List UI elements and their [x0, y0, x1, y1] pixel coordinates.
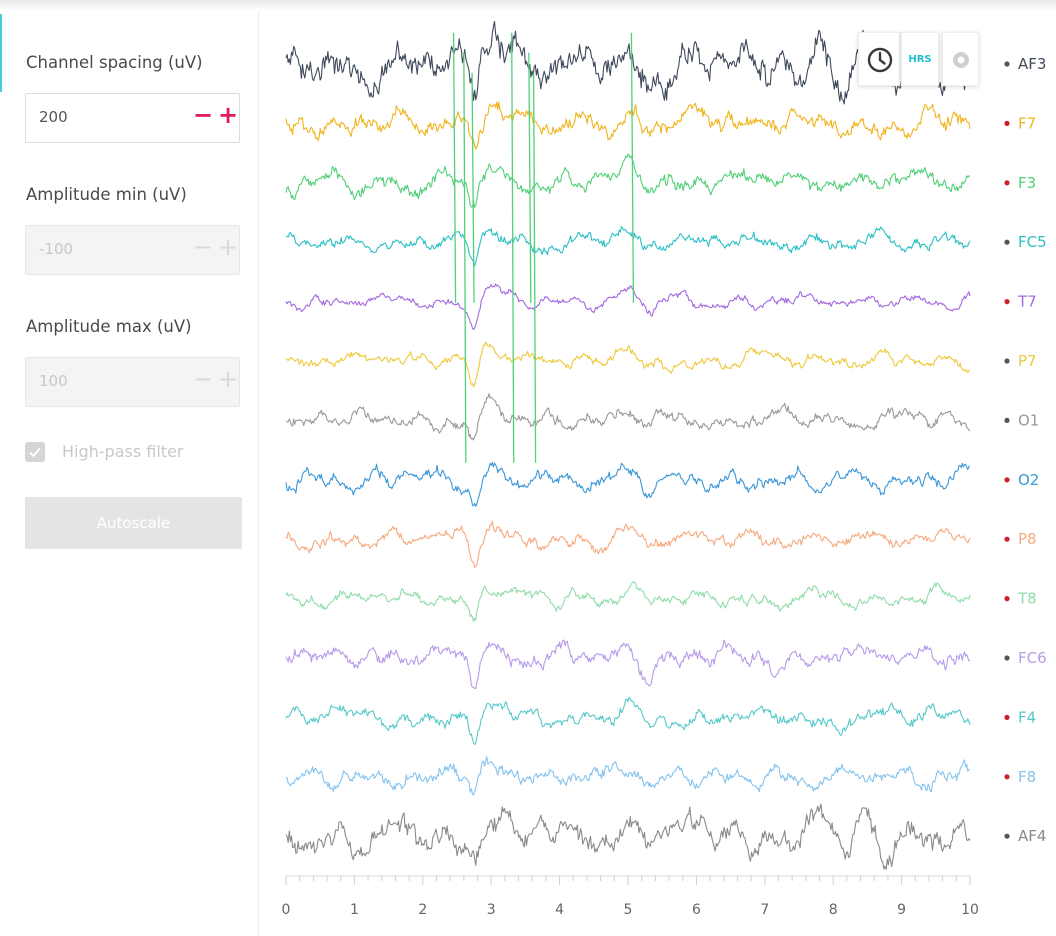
trace-f8: [285, 756, 971, 796]
amplitude-min-value[interactable]: -100: [39, 240, 74, 258]
x-tick-label: 0: [282, 902, 291, 918]
x-tick-label: 8: [829, 902, 838, 918]
active-panel-indicator: [0, 14, 2, 92]
channel-label-o1: O1: [1018, 411, 1039, 429]
channel-label-f8: F8: [1018, 768, 1036, 786]
legend-dot-fc6: [1004, 655, 1010, 661]
channel-label-fc6: FC6: [1018, 649, 1047, 667]
history-button[interactable]: [858, 32, 900, 86]
trace-o1: [285, 393, 971, 441]
legend-dot-fc5: [1004, 239, 1010, 245]
f3-artifact-spike: [532, 72, 537, 463]
amplitude-min-stepper[interactable]: -100 − +: [25, 225, 240, 275]
amplitude-min-increment-button[interactable]: +: [218, 233, 239, 261]
f3-artifact-spike: [452, 32, 457, 303]
trace-f7: [285, 101, 971, 150]
amplitude-max-label: Amplitude max (uV): [26, 317, 192, 336]
eeg-signal-chart: 0 1 2 3 4 5 6 7 8 9 10 AF3 F7 F3 FC5 T7 P7 O1 O2 P8 T8 FC6 F4 F…: [282, 20, 1047, 918]
legend-dot-f7: [1004, 120, 1010, 126]
channel-label-af4: AF4: [1018, 827, 1046, 845]
trace-fc6: [285, 639, 971, 690]
trace-p7: [285, 341, 971, 388]
f3-artifact-spike: [471, 72, 475, 303]
legend-dot-f8: [1004, 774, 1010, 780]
legend-dot-t8: [1004, 596, 1010, 602]
legend-dot-f4: [1004, 714, 1010, 721]
channel-spacing-stepper[interactable]: 200 − +: [25, 93, 240, 143]
channel-spacing-value[interactable]: 200: [39, 108, 68, 126]
legend-dot-o2: [1004, 477, 1010, 483]
trace-f3: [285, 153, 971, 208]
amplitude-max-stepper[interactable]: 100 − +: [25, 357, 240, 407]
channel-spacing-label: Channel spacing (uV): [26, 53, 203, 72]
trace-o2: [285, 461, 971, 507]
x-tick-label: 4: [555, 902, 564, 918]
trace-t8: [285, 581, 971, 622]
x-tick-label: 5: [624, 902, 633, 918]
x-tick-label: 2: [418, 902, 427, 918]
legend-dot-p8: [1004, 536, 1010, 542]
amplitude-max-value[interactable]: 100: [39, 372, 68, 390]
legend-dot-af3: [1004, 61, 1010, 67]
x-tick-label: 9: [897, 902, 906, 918]
top-divider: [0, 0, 1056, 11]
channel-label-p8: P8: [1018, 530, 1037, 548]
channel-label-o2: O2: [1018, 471, 1039, 489]
channel-label-f3: F3: [1018, 174, 1036, 192]
trace-af4: [285, 803, 971, 870]
high-pass-filter-label: High-pass filter: [62, 442, 184, 461]
f3-artifact-spike: [630, 32, 635, 303]
channel-label-t7: T7: [1017, 293, 1037, 311]
channel-label-t8: T8: [1017, 590, 1037, 608]
amplitude-min-decrement-button[interactable]: −: [193, 233, 214, 261]
legend-dot-f3: [1004, 180, 1010, 186]
f3-artifact-spike: [463, 52, 467, 463]
record-icon: [953, 52, 969, 68]
trace-f4: [285, 696, 971, 746]
amplitude-max-increment-button[interactable]: +: [218, 365, 239, 393]
channel-label-af3: AF3: [1018, 55, 1046, 73]
settings-sidebar: [0, 11, 259, 936]
x-tick-label: 7: [760, 902, 769, 918]
amplitude-min-label: Amplitude min (uV): [26, 185, 187, 204]
high-pass-filter-checkbox[interactable]: [25, 442, 45, 462]
autoscale-button[interactable]: Autoscale: [25, 497, 242, 549]
channel-label-f7: F7: [1018, 114, 1036, 132]
hrs-button[interactable]: HRS: [901, 32, 939, 86]
channel-spacing-increment-button[interactable]: +: [218, 101, 239, 129]
legend-dot-t7: [1004, 299, 1010, 305]
x-tick-label: 3: [487, 902, 496, 918]
legend-dot-af4: [1004, 833, 1010, 839]
checkmark-icon: [29, 447, 41, 458]
legend-dot-p7: [1004, 358, 1010, 364]
trace-fc5: [285, 226, 971, 267]
amplitude-max-decrement-button[interactable]: −: [193, 365, 214, 393]
x-tick-label: 10: [961, 902, 979, 918]
channel-label-fc5: FC5: [1018, 233, 1047, 251]
trace-t7: [285, 283, 971, 331]
channel-label-p7: P7: [1018, 352, 1037, 370]
channel-label-f4: F4: [1018, 708, 1036, 726]
channel-spacing-decrement-button[interactable]: −: [193, 101, 214, 129]
legend-dot-o1: [1004, 417, 1010, 423]
trace-af3: [285, 20, 971, 105]
f3-artifact-spike: [528, 52, 532, 303]
record-button[interactable]: [942, 32, 979, 86]
trace-p8: [285, 520, 971, 568]
clock-icon: [867, 47, 893, 73]
f3-artifact-spike: [511, 32, 515, 463]
x-tick-label: 6: [692, 902, 701, 918]
x-tick-label: 1: [350, 902, 359, 918]
